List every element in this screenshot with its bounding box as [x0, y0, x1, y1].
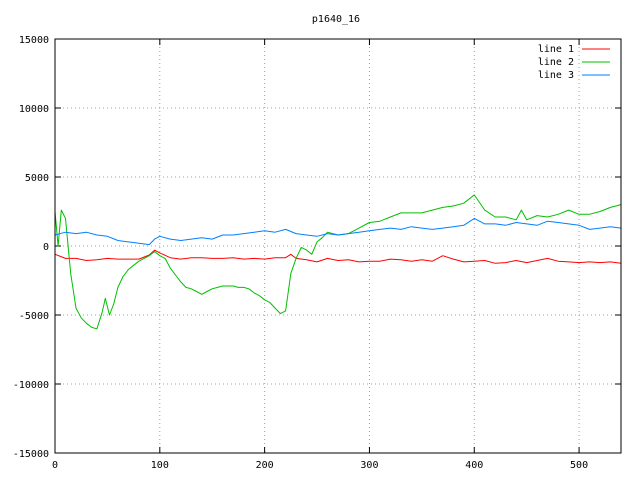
- x-tick-label: 300: [360, 460, 378, 471]
- y-tick-label: 0: [43, 242, 49, 253]
- y-tick-label: 10000: [19, 104, 49, 115]
- series-group: [54, 194, 622, 330]
- legend-label: line 1: [538, 44, 574, 55]
- x-tick-label: 400: [465, 460, 483, 471]
- y-tick-label: -10000: [13, 380, 49, 391]
- x-tick-label: 200: [256, 460, 274, 471]
- chart-title: p1640_16: [312, 14, 360, 25]
- x-tick-label: 500: [570, 460, 588, 471]
- grid: [55, 39, 621, 453]
- plot-frame: [54, 38, 622, 454]
- series-line-1: [54, 249, 622, 264]
- y-tick-label: -15000: [13, 449, 49, 460]
- axis-ticks: -15000 -10000 -5000 0 5000 10000 15000 0 100 200 3…: [13, 35, 621, 471]
- y-tick-label: -5000: [19, 311, 49, 322]
- series-line-3: [54, 217, 622, 246]
- x-tick-label: 0: [52, 460, 58, 471]
- legend: line 1 line 2 line 3: [538, 44, 610, 81]
- legend-label: line 3: [538, 70, 574, 81]
- x-tick-label: 100: [151, 460, 169, 471]
- legend-label: line 2: [538, 57, 574, 68]
- series-line-2: [54, 194, 622, 330]
- y-tick-label: 15000: [19, 35, 49, 46]
- y-tick-label: 5000: [25, 173, 49, 184]
